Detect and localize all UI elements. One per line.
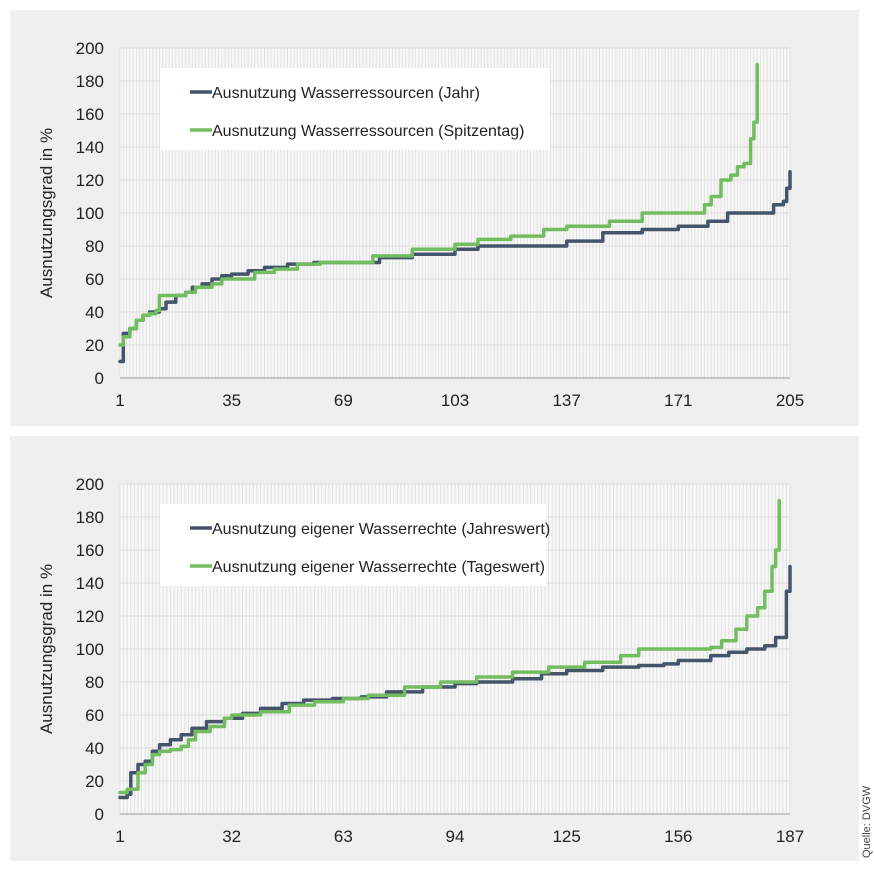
y-tick-label: 160: [76, 105, 104, 124]
legend-label: Ausnutzung Wasserressourcen (Spitzentag): [212, 123, 524, 140]
y-tick-label: 80: [85, 673, 104, 692]
y-tick-label: 20: [85, 772, 104, 791]
y-tick-label: 0: [95, 805, 104, 824]
x-tick-label: 63: [334, 827, 353, 846]
y-axis-title: Ausnutzungsgrad in %: [37, 128, 56, 298]
y-tick-label: 120: [76, 171, 104, 190]
x-tick-label: 1: [115, 391, 124, 410]
bottom-chart: 0 20 40 60 80 100 120 140 160 180 200 1 32 63 94 125 156…: [37, 475, 804, 846]
x-tick-label: 156: [664, 827, 692, 846]
x-tick-label: 205: [776, 391, 804, 410]
x-tick-label: 103: [441, 391, 469, 410]
y-tick-label: 200: [76, 39, 104, 58]
y-tick-label: 60: [85, 706, 104, 725]
y-tick-label: 140: [76, 138, 104, 157]
x-tick-label: 137: [552, 391, 580, 410]
x-tick-label: 35: [222, 391, 241, 410]
y-tick-label: 200: [76, 475, 104, 494]
series-line-green: [118, 62, 759, 347]
x-tick-label: 94: [446, 827, 465, 846]
y-axis-title: Ausnutzungsgrad in %: [37, 564, 56, 734]
x-tick-label: 125: [552, 827, 580, 846]
legend-box: [160, 504, 546, 586]
x-tick-label: 32: [222, 827, 241, 846]
y-tick-label: 20: [85, 336, 104, 355]
series-line-green: [118, 498, 781, 795]
y-tick-label: 120: [76, 607, 104, 626]
y-tick-label: 160: [76, 541, 104, 560]
x-tick-label: 171: [664, 391, 692, 410]
legend-box: [160, 68, 550, 150]
y-tick-label: 140: [76, 574, 104, 593]
top-chart: 0 20 40 60 80 100 120 140 160 180 200 1 35 69 103 137 17…: [37, 39, 804, 410]
x-tick-label: 69: [334, 391, 353, 410]
legend-label: Ausnutzung eigener Wasserrechte (Tageswe…: [212, 559, 545, 576]
x-tick-label: 1: [115, 827, 124, 846]
y-tick-label: 180: [76, 508, 104, 527]
legend-label: Ausnutzung eigener Wasserrechte (Jahresw…: [212, 521, 550, 538]
y-tick-label: 80: [85, 237, 104, 256]
y-tick-label: 0: [95, 369, 104, 388]
y-tick-label: 180: [76, 72, 104, 91]
y-tick-label: 40: [85, 739, 104, 758]
y-tick-label: 100: [76, 640, 104, 659]
legend-label: Ausnutzung Wasserressourcen (Jahr): [212, 85, 480, 102]
y-tick-label: 60: [85, 270, 104, 289]
y-tick-label: 40: [85, 303, 104, 322]
y-tick-label: 100: [76, 204, 104, 223]
source-note: Quelle: DVGW: [861, 785, 873, 858]
x-tick-label: 187: [776, 827, 804, 846]
